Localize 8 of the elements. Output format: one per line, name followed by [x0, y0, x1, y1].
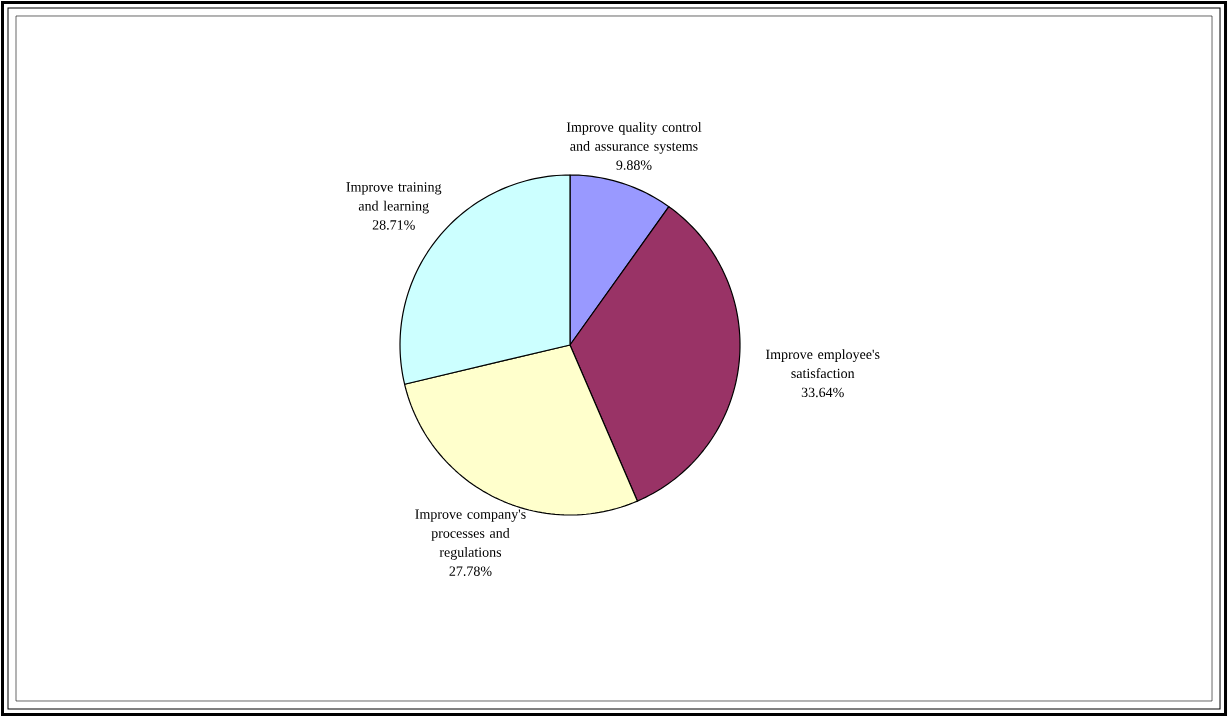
- slice-label: Improve company's processes and regulations: [415, 509, 526, 560]
- slice-label: Improve training and learning: [346, 182, 442, 214]
- data-label: 27.78%: [449, 566, 492, 576]
- data-label: 28.71%: [372, 220, 415, 230]
- data-label: 33.64%: [801, 387, 844, 398]
- slice-label: Improve employee's satisfaction: [765, 349, 880, 379]
- data-label: 9.88%: [616, 160, 652, 170]
- slice-label: Improve quality control and assurance systems: [566, 121, 702, 154]
